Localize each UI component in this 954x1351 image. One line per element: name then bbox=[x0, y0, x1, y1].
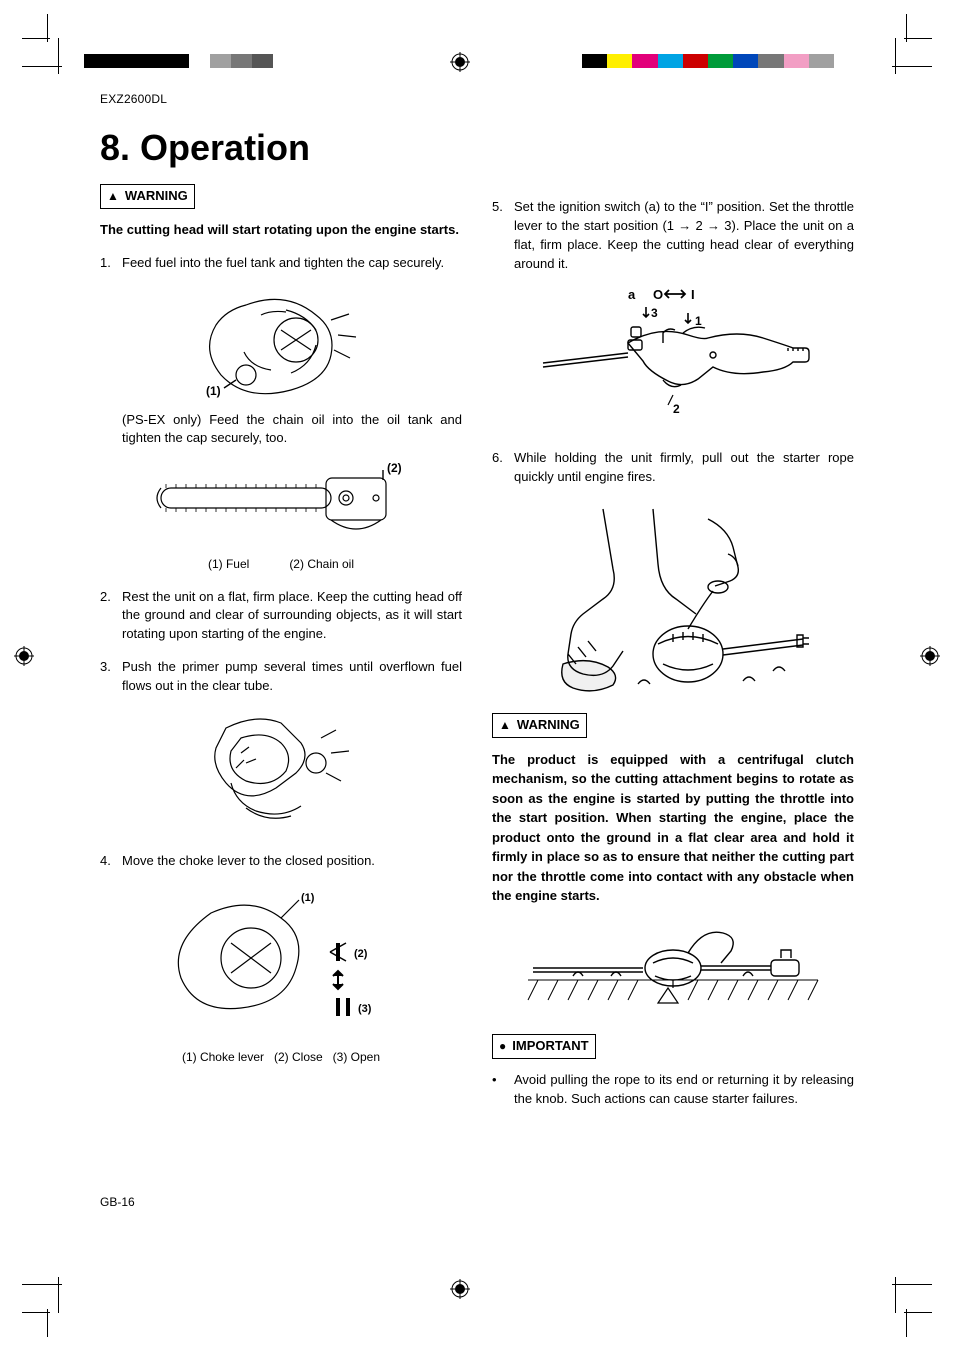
figure-on-ground bbox=[492, 918, 854, 1018]
registration-color-bar-left bbox=[84, 54, 294, 68]
svg-text:(2): (2) bbox=[387, 461, 402, 475]
figure-ignition-switch: a O I 3 1 2 bbox=[492, 285, 854, 435]
registration-mark-right bbox=[920, 646, 940, 666]
registration-mark-top bbox=[450, 52, 470, 72]
info-icon: ● bbox=[499, 1038, 506, 1055]
svg-text:1: 1 bbox=[695, 314, 702, 328]
step-5: 5. Set the ignition switch (a) to the “I… bbox=[492, 198, 854, 273]
step-3: 3. Push the primer pump several times un… bbox=[100, 658, 462, 696]
figure-caption-choke: (1) Choke lever (2) Close (3) Open bbox=[100, 1049, 462, 1066]
figure-caption-fuel-oil: (1) Fuel (2) Chain oil bbox=[100, 556, 462, 573]
figure-engine-fuel: (1) bbox=[100, 285, 462, 405]
figure-primer-pump bbox=[100, 708, 462, 838]
warning-icon: ▲ bbox=[107, 188, 119, 205]
figure-starting-engine bbox=[492, 499, 854, 699]
svg-text:I: I bbox=[691, 287, 695, 302]
important-badge: ● IMPORTANT bbox=[492, 1034, 596, 1059]
intro-warning-text: The cutting head will start rotating upo… bbox=[100, 221, 462, 240]
step-6: 6. While holding the unit firmly, pull o… bbox=[492, 449, 854, 487]
page-footer: GB-16 bbox=[100, 1195, 135, 1209]
warning-badge-2: ▲ WARNING bbox=[492, 713, 587, 738]
registration-mark-left bbox=[14, 646, 34, 666]
svg-text:(2): (2) bbox=[354, 948, 368, 960]
svg-text:a: a bbox=[628, 287, 636, 302]
step-2: 2. Rest the unit on a flat, firm place. … bbox=[100, 588, 462, 645]
warning-icon: ▲ bbox=[499, 717, 511, 734]
svg-text:3: 3 bbox=[651, 306, 658, 320]
warning-label: WARNING bbox=[517, 716, 580, 735]
step-4: 4. Move the choke lever to the closed po… bbox=[100, 852, 462, 871]
warning-2-text: The product is equipped with a centrifug… bbox=[492, 750, 854, 906]
important-bullet: • Avoid pulling the rope to its end or r… bbox=[492, 1071, 854, 1109]
warning-badge: ▲ WARNING bbox=[100, 184, 195, 209]
svg-text:O: O bbox=[653, 287, 663, 302]
section-heading: 8. Operation bbox=[100, 130, 854, 166]
important-label: IMPORTANT bbox=[512, 1037, 588, 1056]
warning-label: WARNING bbox=[125, 187, 188, 206]
model-code: EXZ2600DL bbox=[100, 92, 854, 106]
svg-text:(3): (3) bbox=[358, 1003, 372, 1015]
registration-mark-bottom bbox=[450, 1279, 470, 1299]
svg-text:(1): (1) bbox=[301, 892, 315, 904]
registration-color-bar-right bbox=[582, 54, 834, 68]
figure-choke-lever: (1) (2) bbox=[100, 883, 462, 1043]
figure-chain-oil: (2) bbox=[100, 460, 462, 550]
svg-text:(1): (1) bbox=[206, 384, 221, 398]
svg-text:2: 2 bbox=[673, 402, 680, 416]
step1-note: (PS-EX only) Feed the chain oil into the… bbox=[122, 411, 462, 449]
step-1: 1. Feed fuel into the fuel tank and tigh… bbox=[100, 254, 462, 273]
